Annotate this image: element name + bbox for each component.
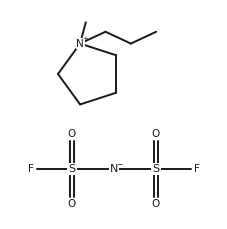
Text: O: O	[68, 199, 76, 209]
Text: S: S	[152, 164, 159, 174]
Text: O: O	[151, 199, 159, 209]
Text: F: F	[28, 164, 34, 174]
Text: +: +	[82, 36, 88, 42]
Text: N: N	[109, 164, 118, 174]
Text: O: O	[68, 129, 76, 139]
Text: O: O	[151, 129, 159, 139]
Text: −: −	[116, 160, 122, 169]
Text: F: F	[193, 164, 199, 174]
Text: N: N	[76, 38, 84, 49]
Text: S: S	[68, 164, 75, 174]
